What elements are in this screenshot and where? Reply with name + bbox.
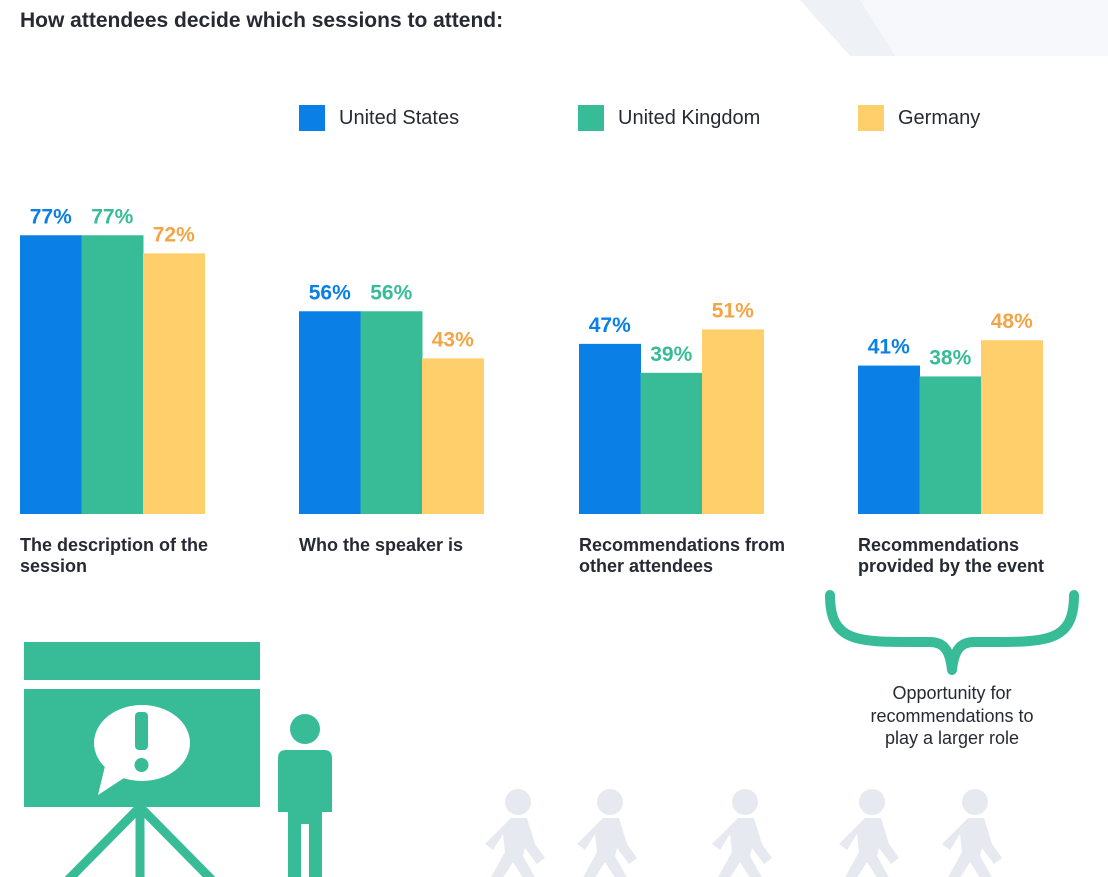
legend-item-uk: United Kingdom [578, 105, 760, 131]
bar-de-3 [702, 329, 764, 514]
bar-de-2 [422, 358, 484, 514]
data-label-de-4: 48% [991, 310, 1033, 333]
category-label-attendees: Recommendations from other attendees [579, 535, 786, 576]
bar-us-2 [299, 311, 361, 514]
presentation-board-icon [24, 642, 260, 877]
walking-person-icon [942, 789, 1002, 877]
bar-uk-3 [640, 372, 703, 514]
data-label-uk-2: 56% [370, 281, 412, 304]
background-corner-shape [800, 0, 1108, 56]
category-label-speaker: Who the speaker is [299, 535, 464, 555]
data-label-uk-4: 38% [929, 346, 971, 369]
data-label-de-2: 43% [432, 328, 474, 351]
bar-chart: 77% 77% 72% 56% 56% 43% 47% 39% 51% 41% 38% 48% [20, 205, 1043, 515]
bar-uk-4 [919, 376, 982, 514]
walking-person-icon [577, 789, 637, 877]
category-label-event: Recommendations provided by the event [858, 535, 1045, 576]
data-label-us-2: 56% [309, 281, 351, 304]
legend-swatch-uk [578, 105, 604, 131]
data-label-de-1: 72% [153, 223, 195, 246]
data-label-uk-3: 39% [650, 343, 692, 366]
opportunity-note: Opportunity for recommendations to play … [870, 683, 1034, 748]
bar-uk-2 [360, 311, 423, 514]
legend-item-us: United States [299, 105, 459, 131]
bar-de-4 [981, 340, 1043, 514]
walking-person-icon [839, 789, 899, 877]
presenter-person-icon [278, 714, 332, 877]
legend-label-uk: United Kingdom [618, 106, 761, 129]
data-label-us-1: 77% [30, 205, 72, 228]
page-title: How attendees decide which sessions to a… [20, 9, 504, 32]
legend-swatch-de [858, 105, 884, 131]
legend-swatch-us [299, 105, 325, 131]
walking-people-row [485, 789, 1002, 877]
bar-us-1 [20, 235, 82, 514]
bar-us-3 [579, 343, 641, 514]
bar-us-4 [858, 365, 920, 514]
category-label-description: The description of the session [20, 535, 209, 576]
exclamation-bubble-icon [94, 705, 190, 795]
legend-label-de: Germany [898, 106, 981, 129]
walking-person-icon [485, 789, 545, 877]
walking-person-icon [712, 789, 772, 877]
curly-brace-icon [825, 590, 1079, 675]
data-label-uk-1: 77% [91, 205, 133, 228]
data-label-de-3: 51% [712, 299, 754, 322]
legend-item-de: Germany [858, 105, 980, 131]
legend-label-us: United States [339, 106, 460, 129]
bar-uk-1 [81, 235, 144, 514]
data-label-us-4: 41% [868, 336, 910, 359]
bar-de-1 [143, 253, 205, 515]
data-label-us-3: 47% [589, 314, 631, 337]
